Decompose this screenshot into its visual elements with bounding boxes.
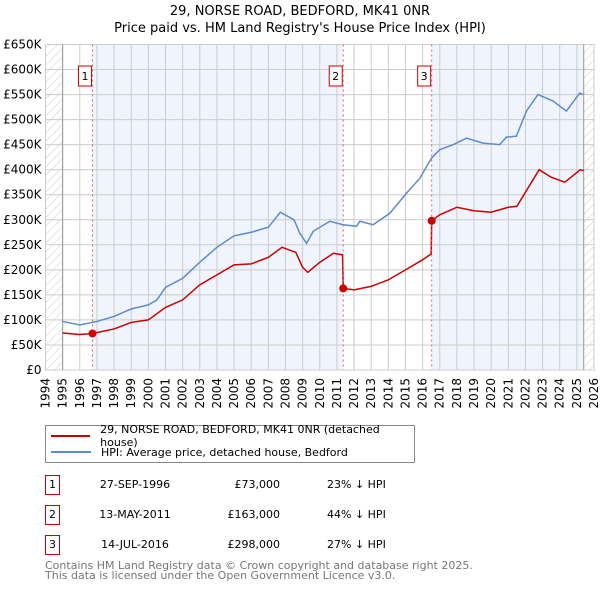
x-tick-label: 2008: [278, 378, 292, 409]
footer-licence: This data is licensed under the Open Gov…: [45, 569, 396, 582]
sale-marker-label: 1: [81, 70, 88, 83]
y-tick-label: £50K: [11, 338, 43, 352]
transaction-badge: 1: [45, 475, 60, 495]
sale-marker-box: [417, 65, 432, 87]
legend-label: 29, NORSE ROAD, BEDFORD, MK41 0NR (detac…: [100, 423, 380, 449]
legend-label: HPI: Average price, detached house, Bedf…: [101, 445, 348, 459]
x-tick-label: 2009: [296, 378, 310, 409]
x-tick-label: 1996: [73, 378, 87, 409]
legend: 29, NORSE ROAD, BEDFORD, MK41 0NR (detac…: [45, 423, 415, 463]
x-tick-label: 2025: [570, 378, 584, 409]
x-tick-label: 2007: [261, 378, 275, 409]
x-tick-label: 1995: [56, 378, 70, 409]
y-tick-label: £500K: [3, 113, 43, 127]
x-tick-label: 2022: [518, 378, 532, 409]
x-tick-label: 2012: [347, 378, 361, 409]
y-tick-label: £350K: [3, 188, 43, 202]
footer-copyright: Contains HM Land Registry data © Crown c…: [45, 559, 473, 572]
ownership-band: [92, 44, 344, 370]
x-tick-label: 2001: [158, 378, 172, 409]
legend-item-property: 29, NORSE ROAD, BEDFORD, MK41 0NR (detac…: [46, 423, 414, 449]
transaction-badge: 3: [45, 535, 60, 555]
transaction-row: 3 14-JUL-2016 £298,000 27% ↓ HPI: [45, 535, 445, 555]
sale-marker-label: 3: [421, 70, 428, 83]
x-tick-label: 2011: [330, 378, 344, 409]
x-tick-label: 2017: [433, 378, 447, 409]
x-tick-label: 1997: [90, 378, 104, 409]
x-tick-label: 2016: [416, 378, 430, 409]
hatched-no-data: [583, 44, 594, 370]
transaction-hpi-diff: 27% ↓ HPI: [327, 538, 386, 551]
transaction-price: £73,000: [234, 478, 281, 491]
x-tick-label: 2002: [176, 378, 190, 409]
transaction-price: £298,000: [227, 538, 281, 551]
y-tick-label: £400K: [3, 163, 43, 177]
transaction-date: 13-MAY-2011: [99, 508, 171, 521]
chart-subtitle: Price paid vs. HM Land Registry's House …: [114, 21, 486, 36]
x-tick-label: 2026: [587, 378, 600, 409]
x-tick-label: 2005: [227, 378, 241, 409]
y-tick-label: £100K: [3, 313, 43, 327]
sale-marker-box: [77, 65, 92, 87]
hatched-no-data: [45, 44, 63, 370]
x-tick-label: 2021: [501, 378, 515, 409]
y-tick-label: £550K: [3, 88, 43, 102]
x-tick-label: 2000: [141, 378, 155, 409]
sale-marker-label: 2: [332, 70, 339, 83]
transaction-price: £163,000: [227, 508, 281, 521]
y-tick-label: £450K: [3, 138, 43, 152]
y-tick-label: £300K: [3, 213, 43, 227]
transaction-row: 1 27-SEP-1996 £73,000 23% ↓ HPI: [45, 475, 445, 495]
x-tick-label: 2019: [467, 378, 481, 409]
legend-swatch-red: [51, 435, 91, 437]
x-tick-label: 2015: [398, 378, 412, 409]
x-tick-label: 2018: [450, 378, 464, 409]
x-tick-label: 1994: [39, 378, 53, 409]
y-tick-label: £600K: [3, 63, 43, 77]
sale-point: [427, 216, 436, 225]
transaction-date: 27-SEP-1996: [99, 478, 171, 491]
x-tick-label: 2003: [193, 378, 207, 409]
y-tick-label: £200K: [3, 263, 43, 277]
transaction-date: 14-JUL-2016: [101, 538, 169, 551]
transaction-hpi-diff: 23% ↓ HPI: [327, 478, 386, 491]
x-tick-label: 2004: [210, 378, 224, 409]
y-tick-label: £250K: [3, 238, 43, 252]
series-line: [62, 168, 584, 336]
x-tick-label: 2024: [553, 378, 567, 409]
legend-swatch-blue: [51, 451, 91, 453]
x-tick-label: 2014: [381, 378, 395, 409]
y-tick-label: £650K: [3, 38, 43, 52]
legend-item-hpi: HPI: Average price, detached house, Bedf…: [46, 444, 348, 460]
chart-title: 29, NORSE ROAD, BEDFORD, MK41 0NR: [169, 4, 431, 19]
sale-point: [339, 284, 348, 293]
x-tick-label: 2023: [536, 378, 550, 409]
transaction-hpi-diff: 44% ↓ HPI: [327, 508, 386, 521]
x-tick-label: 2010: [313, 378, 327, 409]
y-tick-label: £150K: [3, 288, 43, 302]
x-tick-label: 2020: [484, 378, 498, 409]
sale-point: [88, 329, 97, 338]
transaction-row: 2 13-MAY-2011 £163,000 44% ↓ HPI: [45, 505, 445, 525]
x-tick-label: 1998: [107, 378, 121, 409]
transaction-badge: 2: [45, 505, 60, 525]
x-tick-label: 2006: [244, 378, 258, 409]
sale-marker-box: [328, 65, 343, 87]
x-tick-label: 1999: [124, 378, 138, 409]
y-tick-label: £0: [26, 363, 41, 377]
plot-border: [45, 44, 595, 371]
x-tick-label: 2013: [364, 378, 378, 409]
